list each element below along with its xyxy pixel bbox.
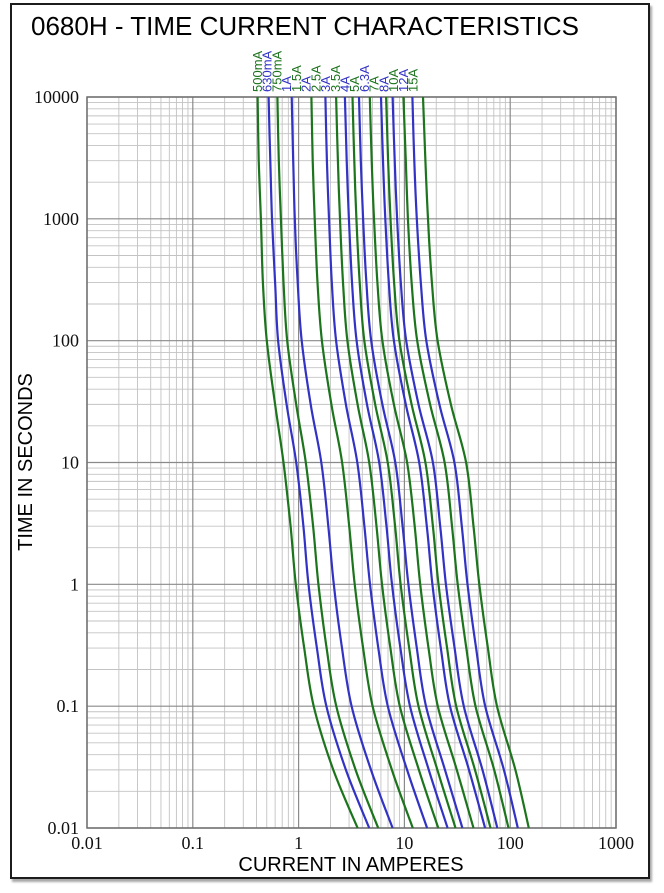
y-tick-label: 0.01 xyxy=(48,818,80,838)
curve-5A xyxy=(368,96,475,829)
curve-label-12A: 12A xyxy=(396,69,411,92)
curve-10A xyxy=(402,96,510,829)
plot-border xyxy=(86,96,617,829)
curve-label-2.5A: 2.5A xyxy=(308,65,323,92)
x-tick-label: 100 xyxy=(497,833,524,853)
curve-8A xyxy=(391,96,499,829)
y-tick-label: 1 xyxy=(70,574,79,594)
tick-labels: 10000 1000 100 10 1 0.1 0.010.01 0.1 1 10 100 1000 xyxy=(34,87,634,853)
curve-750mA xyxy=(276,96,380,829)
y-axis-title: TIME IN SECONDS xyxy=(15,373,37,551)
chart-title: 0680H - TIME CURRENT CHARACTERISTICS xyxy=(30,11,580,41)
y-tick-label: 10000 xyxy=(34,87,79,107)
curve-label-10A: 10A xyxy=(386,69,401,92)
grid xyxy=(86,96,617,829)
curve-1.5A xyxy=(310,96,414,829)
curve-4A xyxy=(357,96,464,829)
y-tick-label: 100 xyxy=(52,331,79,351)
curves xyxy=(256,96,530,829)
curve-2.5A xyxy=(335,96,440,829)
curve-label-2A: 2A xyxy=(299,76,314,92)
curve-1A xyxy=(290,96,394,829)
x-axis-title: CURRENT IN AMPERES xyxy=(238,854,463,876)
x-tick-label: 1000 xyxy=(598,833,634,853)
curve-label-8A: 8A xyxy=(376,76,391,92)
curve-label-6.3A: 6.3A xyxy=(357,65,372,92)
curve-label-5A: 5A xyxy=(347,76,362,92)
curve-label-3.5A: 3.5A xyxy=(328,65,343,92)
curve-label-4A: 4A xyxy=(338,76,353,92)
curve-label-1.5A: 1.5A xyxy=(289,65,304,92)
y-tick-label: 0.1 xyxy=(57,696,80,716)
x-tick-label: 0.1 xyxy=(182,833,205,853)
y-tick-label: 10 xyxy=(61,453,79,473)
curve-label-3A: 3A xyxy=(318,76,333,92)
curve-500mA xyxy=(256,96,359,829)
curve-rating-labels: 500mA630mA750mA1A1.5A2A2.5A3A3.5A4A5A6.3… xyxy=(250,50,421,92)
x-tick-label: 1 xyxy=(294,833,303,853)
curve-6.3A xyxy=(379,96,487,829)
curve-label-7A: 7A xyxy=(367,76,382,92)
curve-label-500mA: 500mA xyxy=(250,50,265,92)
x-tick-label: 10 xyxy=(395,833,413,853)
curve-3A xyxy=(343,96,449,829)
curve-2A xyxy=(324,96,429,829)
curve-label-750mA: 750mA xyxy=(269,50,284,92)
curve-12A xyxy=(411,96,519,829)
curve-630mA xyxy=(267,96,371,829)
x-tick-label: 0.01 xyxy=(71,833,103,853)
curve-label-630mA: 630mA xyxy=(260,50,275,92)
curve-label-1A: 1A xyxy=(279,76,294,92)
curve-15A xyxy=(421,96,530,829)
y-tick-label: 1000 xyxy=(43,209,79,229)
curve-label-15A: 15A xyxy=(406,69,421,92)
curve-3.5A xyxy=(351,96,457,829)
curve-7A xyxy=(385,96,492,829)
